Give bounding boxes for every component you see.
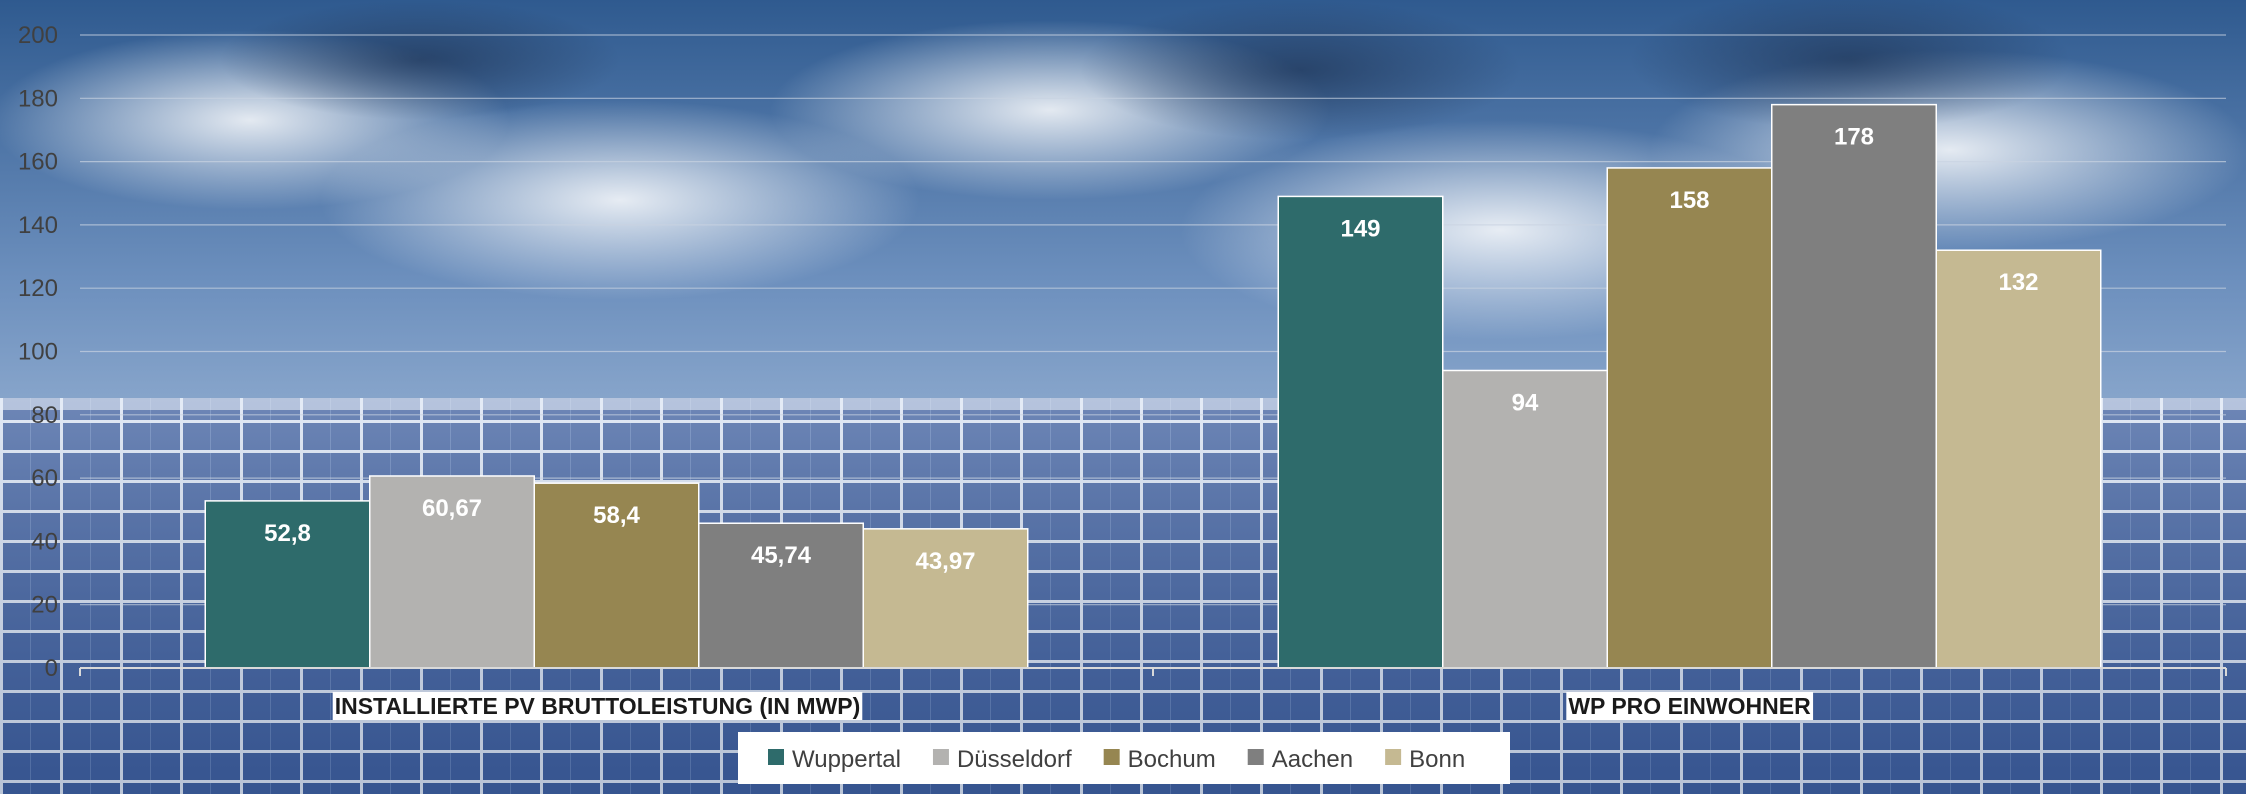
bars: [204, 103, 2102, 669]
legend-label: Aachen: [1272, 746, 1353, 773]
y-tick-label: 140: [18, 212, 58, 239]
y-tick-label: 60: [31, 465, 58, 492]
bar: [369, 475, 535, 669]
y-tick-label: 100: [18, 339, 58, 366]
x-tick-label: INSTALLIERTE PV BRUTTOLEISTUNG (IN MWP): [335, 693, 861, 719]
legend-label: Bochum: [1128, 746, 1216, 773]
bar: [1277, 195, 1444, 669]
legend-label: Bonn: [1409, 746, 1465, 773]
data-label: 60,67: [422, 495, 482, 522]
x-tick-label-background: [1566, 692, 1814, 720]
y-tick-label: 80: [31, 402, 58, 429]
x-tick-label-background: [332, 692, 863, 720]
bar: [1935, 249, 2102, 669]
y-tick-label: 200: [18, 22, 58, 49]
data-label: 178: [1834, 124, 1874, 151]
legend-swatch: [1247, 749, 1264, 765]
bar: [1442, 369, 1608, 669]
y-tick-label: 180: [18, 85, 58, 112]
y-tick-label: 120: [18, 275, 58, 302]
legend-swatch: [932, 749, 949, 765]
bar: [698, 522, 864, 669]
legend-swatch: [1103, 749, 1120, 765]
legend-swatch: [768, 749, 784, 765]
legend-label: Wuppertal: [792, 746, 901, 773]
data-label: 58,4: [593, 502, 640, 529]
bar: [533, 482, 700, 669]
y-tick-label: 0: [45, 655, 58, 682]
legend-swatch: [1385, 749, 1402, 765]
data-labels: 52,8 60,67 58,4 45,74 43,97 149 94 158 178 132: [264, 124, 2038, 575]
y-tick-label: 160: [18, 149, 58, 176]
y-tick-label: 20: [31, 592, 58, 619]
legend: Wuppertal Düsseldorf Bochum Aachen Bonn: [738, 732, 1510, 784]
y-axis: 0 20 40 60 80 100 120 140 160 180 200: [18, 22, 58, 682]
legend-label: Düsseldorf: [957, 746, 1072, 773]
data-label: 45,74: [751, 542, 812, 569]
data-label: 52,8: [264, 520, 311, 547]
data-label: 94: [1512, 389, 1539, 416]
bar: [1606, 167, 1773, 669]
y-tick-label: 40: [31, 528, 58, 555]
x-axis: INSTALLIERTE PV BRUTTOLEISTUNG (IN MWP) W…: [79, 667, 2227, 720]
legend-box: [738, 732, 1510, 784]
x-tick-label: WP PRO EINWOHNER: [1568, 693, 1811, 719]
data-label: 43,97: [915, 548, 975, 575]
data-label: 149: [1340, 215, 1380, 242]
bar: [1771, 103, 1937, 669]
data-label: 158: [1669, 187, 1709, 214]
bar: [204, 500, 371, 669]
bar: [862, 528, 1029, 669]
data-label: 132: [1998, 269, 2038, 296]
